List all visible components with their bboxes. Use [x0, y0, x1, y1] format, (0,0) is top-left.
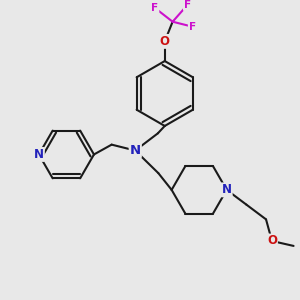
Text: N: N — [130, 144, 141, 157]
Text: N: N — [34, 148, 44, 161]
Text: O: O — [267, 235, 277, 248]
Text: F: F — [152, 3, 158, 13]
Text: O: O — [160, 35, 170, 48]
Text: N: N — [222, 183, 232, 196]
Text: F: F — [184, 0, 191, 10]
Text: F: F — [189, 22, 196, 32]
